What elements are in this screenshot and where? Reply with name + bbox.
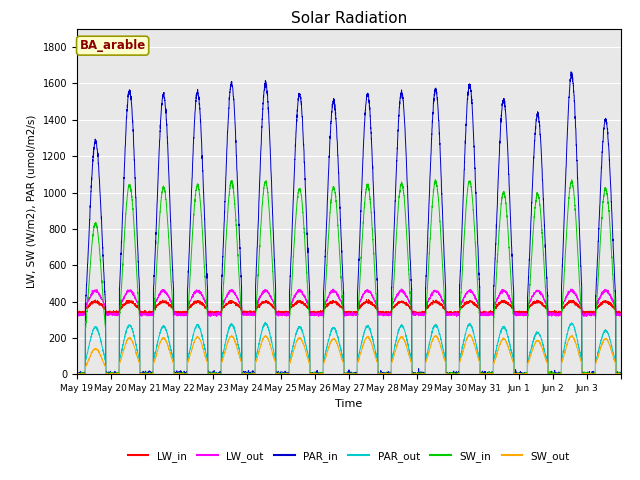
LW_in [314,312,322,318]
PAR_out [186,348,193,354]
LW_in [73,308,81,314]
SW_out [525,358,532,363]
SW_out [369,346,377,351]
Line: SW_in: SW_in [77,180,621,374]
Legend: LW_in, LW_out, PAR_in, PAR_out, SW_in, SW_out: LW_in, LW_out, PAR_in, PAR_out, SW_in, S… [124,447,574,466]
LW_out [582,313,590,319]
PAR_in [398,91,406,97]
PAR_in [186,236,193,242]
SW_out [186,353,193,359]
PAR_out [398,323,406,328]
SW_in [525,301,532,307]
SW_in [73,371,81,376]
PAR_out [261,320,269,325]
PAR_in [73,372,81,377]
PAR_out [539,341,547,347]
Title: Solar Radiation: Solar Radiation [291,11,407,26]
PAR_in [525,270,532,276]
Line: PAR_in: PAR_in [77,72,621,374]
LW_out [397,286,405,292]
SW_out [539,348,547,353]
LW_out [369,294,377,300]
PAR_out [73,372,81,377]
LW_in [363,297,371,302]
PAR_in [369,176,377,181]
SW_in [398,182,406,188]
PAR_out [369,338,377,344]
LW_out [498,291,506,297]
PAR_in [73,371,81,376]
PAR_in [498,106,506,112]
LW_in [617,310,625,316]
LW_in [186,303,193,309]
SW_in [73,372,81,377]
SW_out [73,371,81,376]
LW_in [369,302,377,308]
SW_in [617,371,625,377]
SW_out [74,372,81,377]
LW_out [539,294,547,300]
SW_in [539,242,547,248]
Y-axis label: LW, SW (W/m2), PAR (umol/m2/s): LW, SW (W/m2), PAR (umol/m2/s) [27,115,37,288]
SW_in [186,280,193,286]
LW_in [398,299,406,305]
LW_out [398,289,406,295]
SW_out [398,334,406,339]
PAR_out [525,355,532,360]
PAR_in [567,69,575,75]
LW_out [73,311,81,317]
Line: LW_in: LW_in [77,300,621,315]
SW_out [466,332,474,337]
PAR_out [617,371,625,377]
X-axis label: Time: Time [335,399,362,408]
LW_out [525,301,532,307]
PAR_in [539,181,547,187]
Text: BA_arable: BA_arable [79,39,146,52]
LW_in [499,299,506,304]
Line: PAR_out: PAR_out [77,323,621,374]
LW_in [525,304,532,310]
SW_out [499,337,506,343]
SW_in [499,195,506,201]
SW_in [369,237,377,242]
SW_in [431,177,439,182]
LW_in [539,300,547,306]
Line: LW_out: LW_out [77,289,621,316]
SW_out [617,371,625,377]
PAR_in [617,371,625,377]
LW_out [186,300,193,306]
Line: SW_out: SW_out [77,335,621,374]
PAR_out [499,325,506,331]
PAR_out [73,371,81,377]
LW_out [617,312,625,318]
